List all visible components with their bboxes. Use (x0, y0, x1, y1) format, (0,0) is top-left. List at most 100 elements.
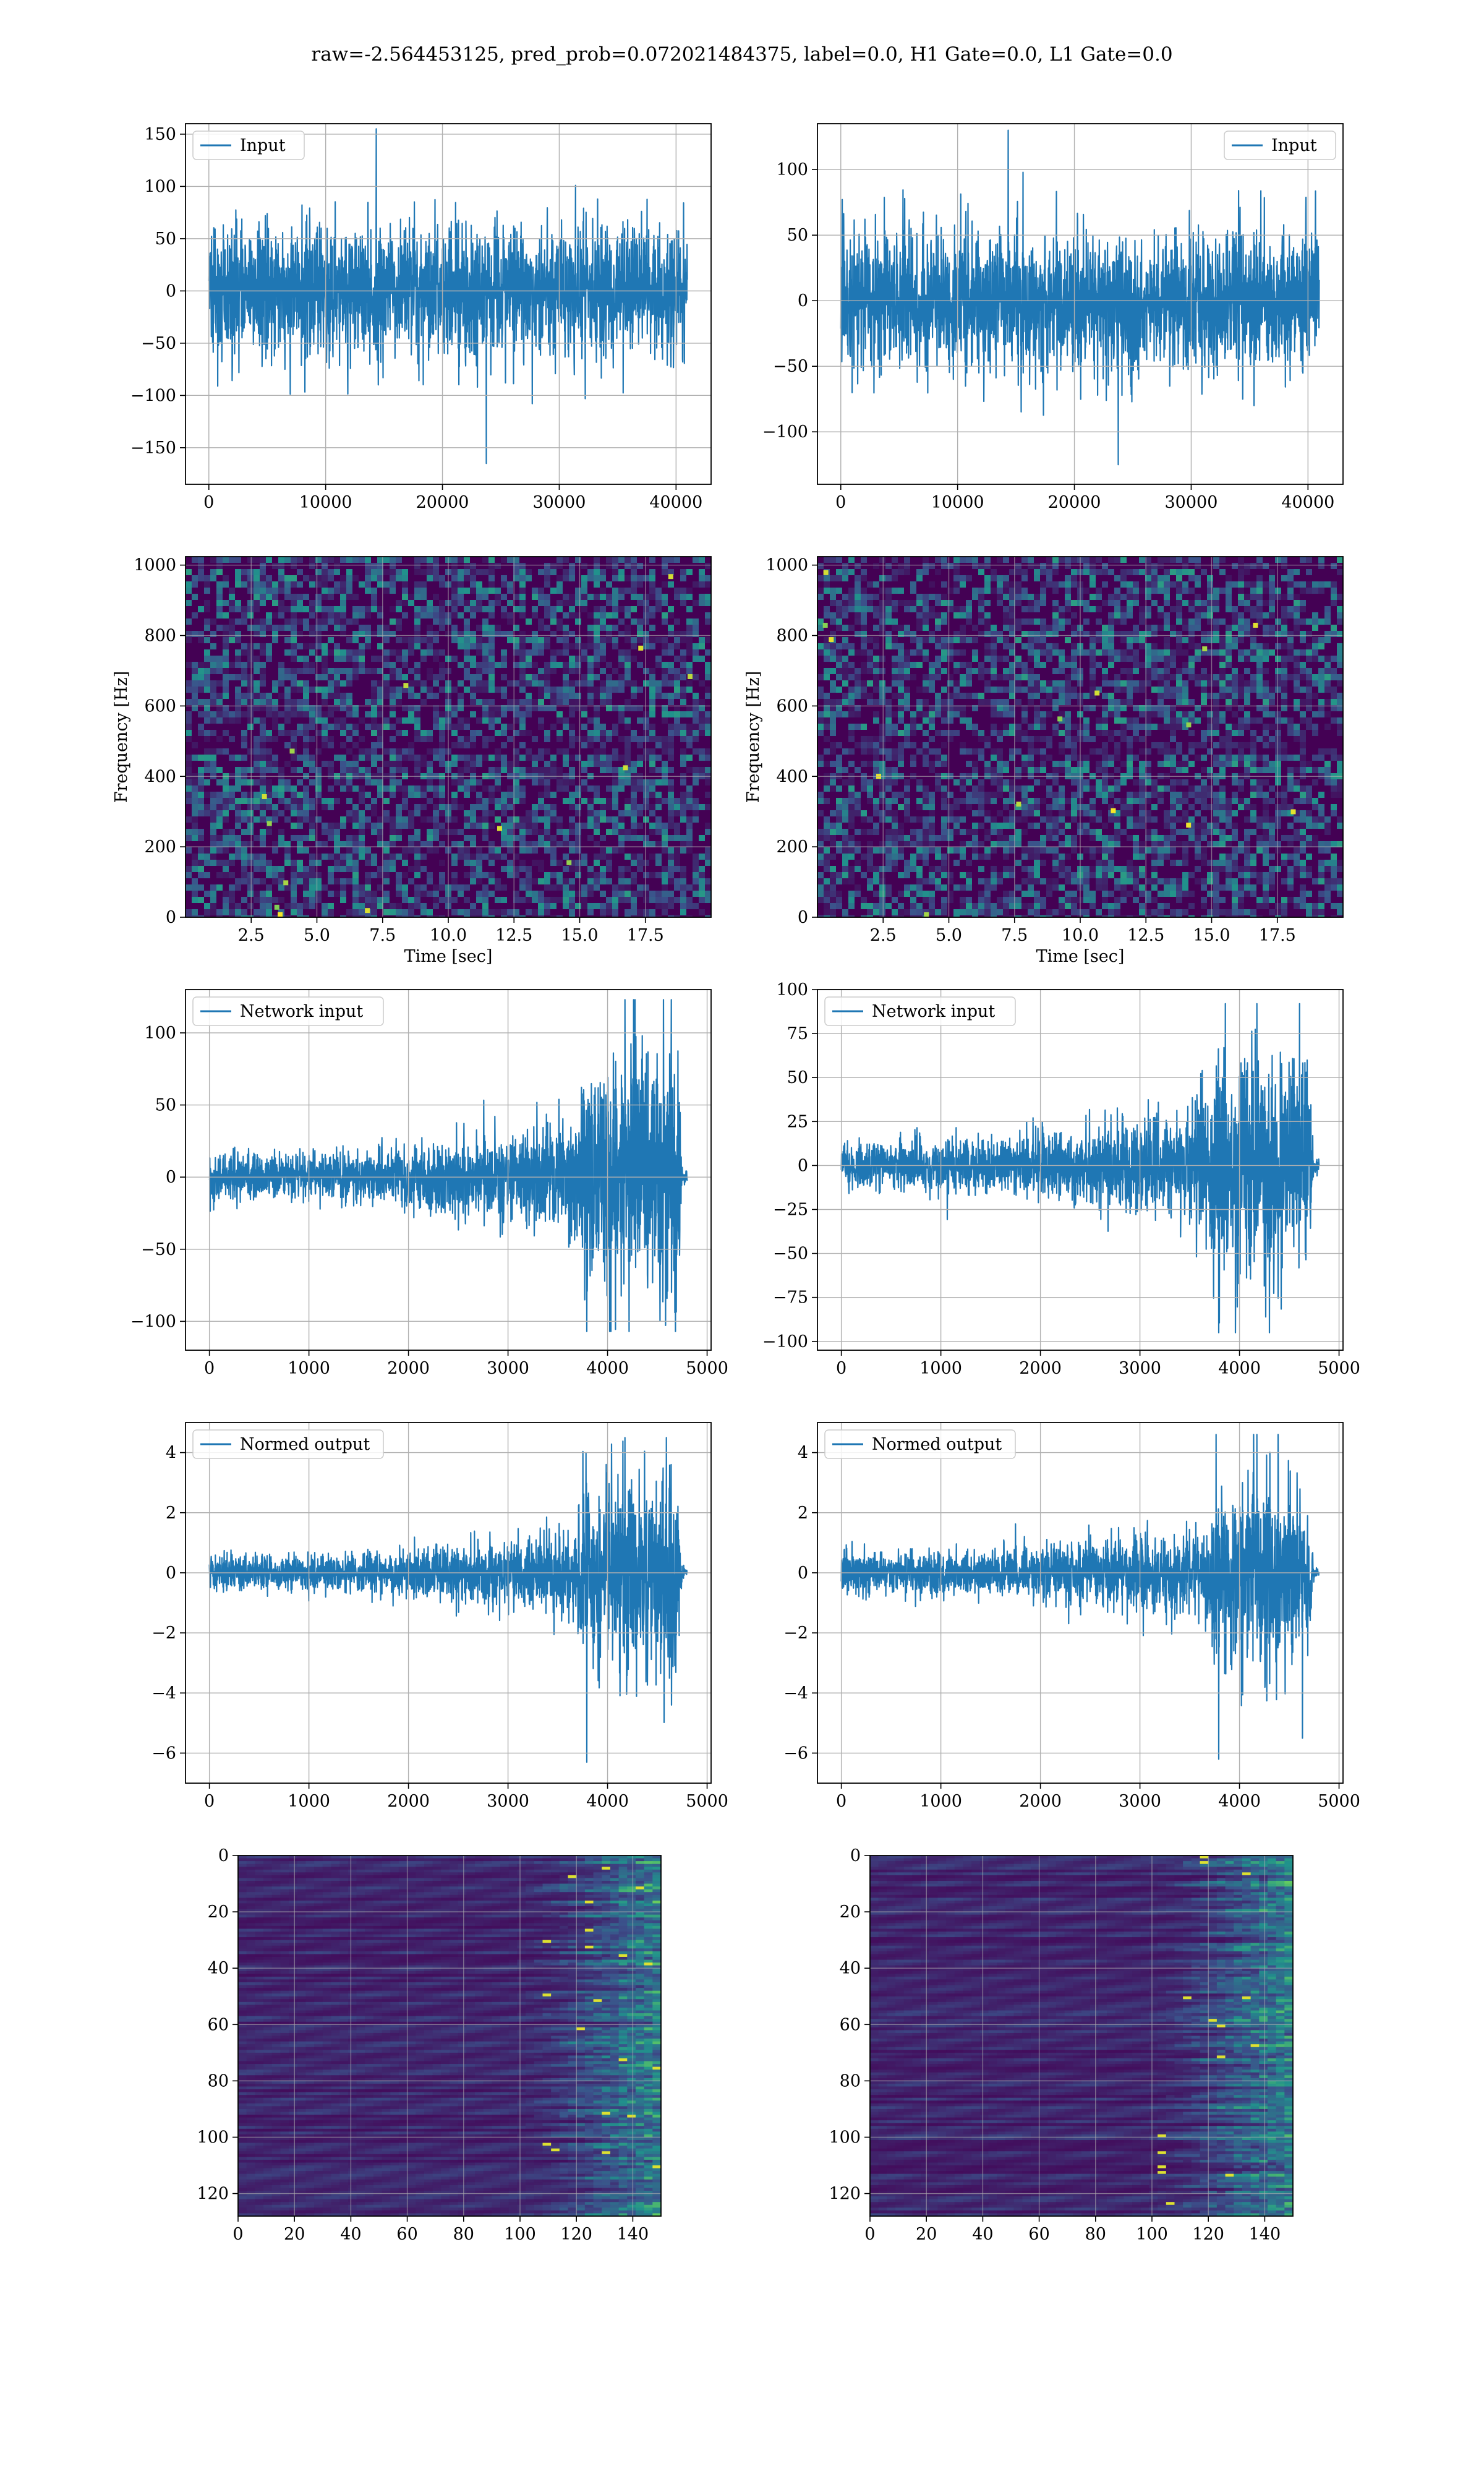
network-input-l1-xtick-label: 0 (836, 1359, 846, 1378)
network-input-h1-ytick-label: 100 (144, 1024, 176, 1043)
normed-output-h1-xtick-label: 1000 (288, 1792, 330, 1811)
spectrogram-h1-xtick-label: 15.0 (561, 926, 598, 945)
input-l1-ytick-label: 0 (798, 291, 808, 310)
feature-map-l1-axes: 0 20 40 60 80 100 120 140 0 20 40 60 80 100 120 (829, 1846, 1294, 2244)
normed-output-l1-legend: Normed output (824, 1429, 1016, 1459)
normed-output-h1-ytick-label: −6 (151, 1744, 176, 1763)
input-h1-ytick-label: 100 (144, 177, 176, 196)
input-h1-legend: Input (192, 131, 305, 160)
network-input-h1-series (208, 999, 688, 1332)
network-input-h1-frame (185, 989, 712, 1351)
network-input-l1-series (840, 1003, 1320, 1333)
input-h1-legend-label: Input (240, 136, 286, 155)
input-h1-ytick-label: 150 (144, 125, 176, 144)
figure-title: raw=-2.564453125, pred_prob=0.0720214843… (311, 43, 1173, 66)
feature-map-h1-ytick-label: 20 (208, 1903, 229, 1922)
input-l1-frame (817, 123, 1344, 485)
normed-output-l1-xtick-label: 4000 (1218, 1792, 1261, 1811)
feature-map-h1-axes: 0 20 40 60 80 100 120 140 0 20 40 60 80 100 120 (197, 1846, 662, 2244)
feature-map-h1-image (238, 1856, 661, 2216)
network-input-h1-xtick-label: 5000 (686, 1359, 728, 1378)
input-l1-ytick-label: −50 (773, 357, 808, 376)
spectrogram-h1-xtick-label: 17.5 (627, 926, 664, 945)
network-input-l1-xtick-label: 4000 (1218, 1359, 1261, 1378)
feature-map-h1-frame (237, 1855, 662, 2217)
input-h1-xtick-label: 20000 (416, 493, 469, 512)
feature-map-h1-ytick-label: 120 (197, 2185, 229, 2204)
network-input-h1-legend-label: Network input (240, 1002, 363, 1021)
feature-map-l1-xtick-label: 20 (916, 2225, 937, 2244)
normed-output-h1-xtick-label: 3000 (487, 1792, 529, 1811)
input-h1-ytick-label: 0 (166, 281, 176, 301)
network-input-h1-axes: 0 1000 2000 3000 4000 5000 −100 −50 0 50 100 Networ… (130, 989, 728, 1378)
normed-output-l1-series (840, 1434, 1320, 1760)
spectrogram-l1-ytick-label: 200 (776, 837, 808, 857)
spectrogram-h1-ytick-label: 800 (144, 627, 176, 646)
normed-output-l1-legend-label: Normed output (872, 1435, 1002, 1454)
feature-map-h1-ytick-label: 80 (208, 2071, 229, 2091)
input-h1-series (208, 128, 688, 464)
spectrogram-h1-xtick-label: 2.5 (238, 926, 265, 945)
input-l1-xtick-label: 0 (835, 493, 846, 512)
feature-map-l1-xtick-label: 100 (1136, 2225, 1168, 2244)
input-h1-frame (185, 123, 712, 485)
normed-output-h1-legend-label: Normed output (240, 1435, 370, 1454)
network-input-l1-ytick-label: 0 (798, 1156, 808, 1175)
network-input-h1-xtick-label: 2000 (387, 1359, 430, 1378)
network-input-h1-ytick-label: −50 (141, 1240, 176, 1259)
spectrogram-h1-xlabel: Time [sec] (404, 947, 493, 966)
normed-output-h1-axes: 0 1000 2000 3000 4000 5000 −6 −4 −2 0 2 4 Normed out… (151, 1422, 728, 1811)
network-input-l1-ytick-label: −100 (762, 1332, 808, 1351)
feature-map-l1-ytick-label: 80 (840, 2071, 861, 2091)
input-l1-xtick-label: 40000 (1281, 493, 1334, 512)
spectrogram-h1-xtick-label: 12.5 (495, 926, 532, 945)
normed-output-l1-ytick-label: 2 (798, 1504, 808, 1523)
input-h1-ytick-label: −100 (130, 386, 176, 405)
spectrogram-h1-xtick-label: 10.0 (430, 926, 467, 945)
network-input-l1-xtick-label: 2000 (1019, 1359, 1062, 1378)
input-l1-axes: 0 10000 20000 30000 40000 −100 −50 0 50 100 Input (762, 123, 1344, 512)
normed-output-h1-ytick-label: 0 (166, 1564, 176, 1583)
feature-map-h1-ytick-label: 60 (208, 2015, 229, 2034)
spectrogram-l1-xtick-label: 10.0 (1062, 926, 1099, 945)
input-h1-xtick-label: 0 (203, 493, 214, 512)
input-l1-ytick-label: 50 (787, 226, 808, 245)
normed-output-h1-xtick-label: 5000 (686, 1792, 728, 1811)
normed-output-l1-xtick-label: 0 (836, 1792, 846, 1811)
spectrogram-l1-ytick-label: 0 (798, 908, 808, 927)
spectrogram-l1-xtick-label: 15.0 (1193, 926, 1230, 945)
normed-output-h1-ytick-label: −2 (151, 1624, 176, 1643)
normed-output-h1-series (208, 1437, 688, 1763)
feature-map-l1-ytick-label: 20 (840, 1903, 861, 1922)
spectrogram-l1-xtick-label: 7.5 (1001, 926, 1028, 945)
network-input-l1-axes: 0 1000 2000 3000 4000 5000 −100 −75 −50 −25 0 25 50 7… (762, 980, 1360, 1378)
spectrogram-l1-xtick-label: 2.5 (870, 926, 897, 945)
normed-output-l1-ytick-label: −2 (783, 1624, 808, 1643)
spectrogram-l1-xtick-label: 5.0 (936, 926, 962, 945)
network-input-h1-ytick-label: 0 (166, 1168, 176, 1187)
feature-map-l1-xtick-label: 0 (864, 2225, 875, 2244)
feature-map-h1-xtick-label: 120 (560, 2225, 592, 2244)
feature-map-h1-ytick-label: 0 (218, 1846, 229, 1865)
feature-map-h1-xtick-label: 100 (504, 2225, 536, 2244)
spectrogram-l1-ytick-label: 1000 (765, 556, 808, 575)
input-l1-ytick-label: 100 (776, 160, 808, 179)
input-h1-axes: 0 10000 20000 30000 40000 −150 −100 −50 0 50 100 15… (130, 123, 712, 512)
network-input-h1-xtick-label: 1000 (288, 1359, 330, 1378)
input-h1-grid (186, 124, 711, 484)
network-input-h1-ytick-label: −100 (130, 1312, 176, 1331)
input-h1-xtick-label: 10000 (299, 493, 352, 512)
network-input-l1-ytick-label: 50 (787, 1068, 808, 1087)
normed-output-l1-xtick-label: 3000 (1119, 1792, 1161, 1811)
spectrogram-l1-ylabel: Frequency [Hz] (744, 671, 763, 803)
input-l1-xtick-label: 10000 (931, 493, 984, 512)
spectrogram-l1-ytick-label: 400 (776, 767, 808, 786)
feature-map-l1-image (870, 1856, 1293, 2216)
feature-map-l1-xtick-label: 140 (1249, 2225, 1281, 2244)
spectrogram-h1-axes: 2.5 5.0 7.5 10.0 12.5 15.0 17.5 0 200 400 600 800 10… (112, 556, 712, 966)
spectrogram-h1-xtick-label: 5.0 (304, 926, 330, 945)
feature-map-h1-xtick-label: 60 (396, 2225, 417, 2244)
network-input-l1-ytick-label: 75 (787, 1024, 808, 1043)
network-input-l1-xtick-label: 5000 (1318, 1359, 1360, 1378)
